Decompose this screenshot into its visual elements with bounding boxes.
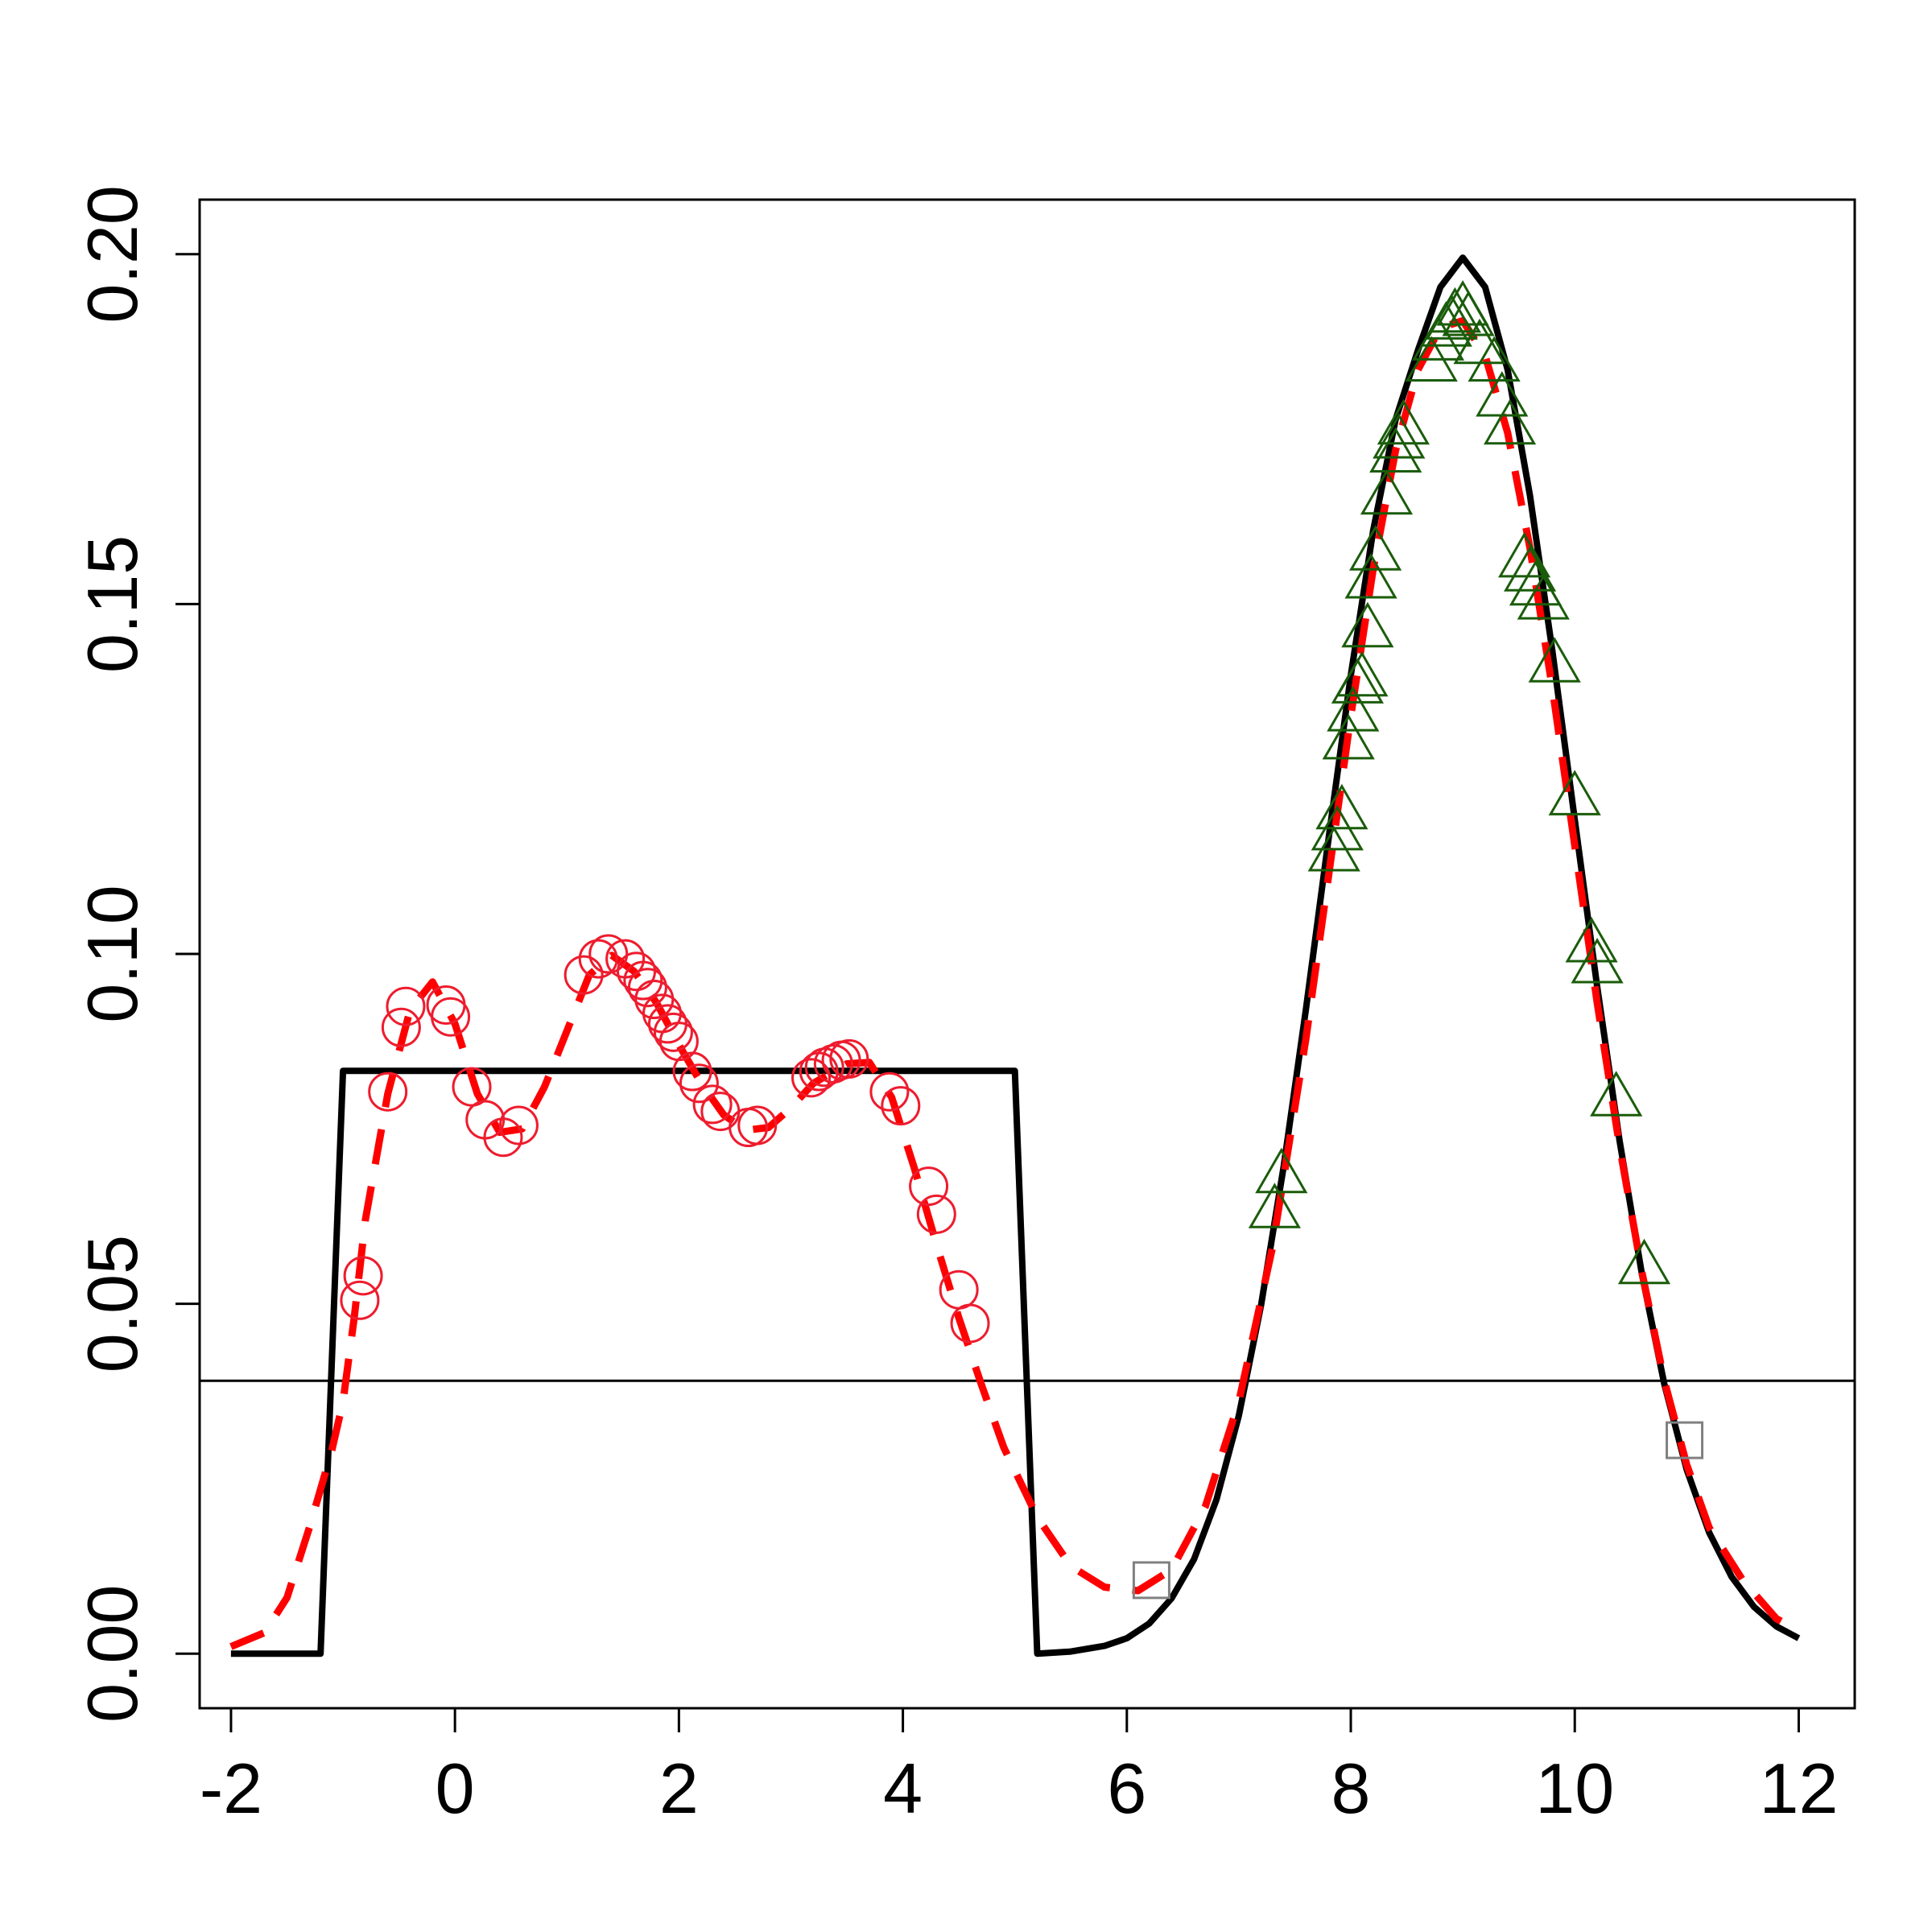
x-tick-label: 4 [883,1748,923,1828]
circle-marker [431,997,471,1037]
triangle-marker [1248,1183,1301,1228]
circle-marker [869,1071,910,1112]
circle-marker [588,934,629,974]
y-tick-label: 0.15 [72,535,152,673]
circle-marker [483,1117,523,1158]
x-tick-label: 8 [1331,1748,1371,1828]
circle-marker [498,1105,539,1146]
y-tick-label: 0.10 [72,885,152,1022]
circle-marker [653,1012,693,1052]
circle-marker [381,1007,421,1047]
triangle-marker [1327,686,1380,732]
x-tick-label: 0 [436,1748,475,1828]
triangle-marker [1498,531,1551,578]
y-tick-label: 0.05 [72,1235,152,1373]
triangle-marker [1335,650,1389,697]
square-marker [1666,1421,1704,1459]
circle-marker [340,1280,380,1320]
circle-marker [813,1043,853,1084]
triangle-marker [1360,469,1414,515]
circle-marker [627,968,667,1008]
triangle-marker [1373,413,1426,459]
triangle-marker [1344,552,1397,599]
x-tick-label: 10 [1535,1748,1614,1828]
series-line-2-dashed [229,316,1801,1650]
triangle-marker [1377,398,1430,445]
triangle-marker [1255,1147,1308,1194]
circle-marker [343,1256,383,1296]
circle-marker [692,1084,733,1125]
circle-marker [916,1194,956,1234]
y-axis: 0.00 0.05 0.10 0.15 0.20 [72,185,201,1723]
triangle-marker [1369,427,1422,473]
circle-marker [881,1086,921,1126]
triangle-marker [1565,916,1618,963]
triangle-marker [1322,713,1375,760]
circle-marker [829,1038,869,1079]
triangle-marker [1517,574,1570,620]
y-tick-label: 0.00 [72,1585,152,1723]
circle-marker [672,1051,712,1092]
triangle-marker [1617,1238,1671,1285]
square-marker [1132,1561,1170,1600]
x-tick-label: 12 [1760,1748,1839,1828]
triangle-marker [1571,937,1624,984]
triangle-marker [1428,287,1481,333]
circle-marker [909,1166,949,1207]
triangle-marker [1315,783,1368,830]
triangle-marker [1548,770,1601,815]
x-tick-label: 6 [1107,1748,1146,1828]
circle-marker [737,1105,778,1146]
triangle-marker [1590,1071,1643,1117]
x-tick-label: -2 [200,1748,262,1828]
triangle-marker [1442,290,1495,336]
triangle-marker [1349,525,1402,571]
circle-marker [386,986,426,1026]
x-axis: -2 0 2 4 6 8 10 12 [200,1707,1839,1828]
marker-layer [340,279,1704,1600]
y-tick-label: 0.20 [72,185,152,323]
triangle-marker [1528,637,1581,683]
circle-marker [578,939,618,979]
triangle-marker [1468,336,1521,382]
triangle-marker [1484,398,1537,445]
triangle-marker [1504,546,1557,592]
circle-marker [679,1063,719,1104]
circle-marker [368,1071,408,1112]
x-tick-label: 2 [659,1748,699,1828]
triangle-marker [1341,601,1394,648]
circle-marker [623,960,663,1001]
circle-marker [564,955,604,995]
circle-marker [950,1303,990,1344]
circle-marker [791,1058,832,1098]
